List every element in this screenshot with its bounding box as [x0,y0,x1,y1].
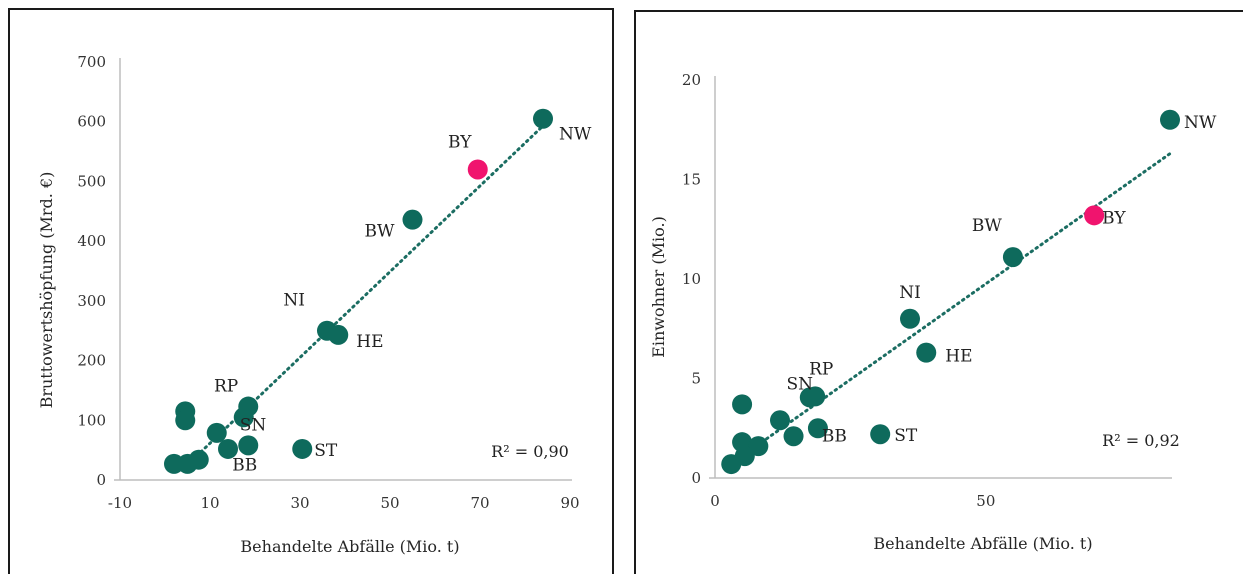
data-point-bb [807,418,828,439]
point-label-by: BY [1102,208,1126,228]
data-point-ni [900,308,920,329]
y-tick-label: 200 [77,352,106,370]
data-point-bw [402,209,423,230]
point-label-sn: SN [787,374,814,394]
data-point [164,453,184,474]
y-tick-label: 15 [682,171,701,189]
point-label-ni: NI [899,283,921,303]
scatter-chart-gva: 0 100 200 300 400 500 600 700 -10 10 30 50 70 90 Behan… [37,53,592,556]
x-tick-label: 70 [470,494,489,512]
chart-panel-gva: 0 100 200 300 400 500 600 700 -10 10 30 50 70 90 Behan… [8,8,614,574]
data-point-sn [799,387,820,408]
y-axis-title: Einwohner (Mio.) [649,216,668,358]
x-tick-label: 50 [380,494,399,512]
point-label-bw: BW [365,222,395,242]
data-point [770,410,790,431]
point-label-rp: RP [214,377,238,397]
data-point-bb [238,435,259,456]
data-point-by [467,159,488,180]
data-point [732,394,753,415]
x-axis-title: Behandelte Abfälle (Mio. t) [873,534,1092,553]
data-point [175,410,196,431]
x-axis-title: Behandelte Abfälle (Mio. t) [240,537,459,556]
data-point-sn [233,407,254,428]
y-tick-label: 500 [77,172,106,190]
y-tick-label: 400 [77,232,106,250]
x-tick-label: 0 [710,492,720,510]
y-tick-label: 600 [77,113,106,131]
data-point [783,426,804,447]
y-tick-label: 300 [77,292,106,310]
point-label-bb: BB [822,426,847,446]
data-point-he [916,342,937,363]
point-label-st: ST [894,426,918,446]
data-point-nw [1160,109,1180,130]
point-label-nw: NW [559,125,592,145]
x-tick-label: -10 [108,494,132,512]
data-point-st [292,438,313,459]
x-tick-label: 50 [976,492,995,510]
point-label-ni: NI [283,291,305,311]
y-tick-label: 100 [77,411,106,429]
data-point-he [328,324,349,345]
point-label-bb: BB [232,455,257,475]
y-tick-label: 20 [682,71,701,89]
y-tick-label: 10 [682,270,701,288]
y-tick-label: 5 [691,370,701,388]
point-label-by: BY [448,132,472,152]
data-point-nw [533,108,553,129]
chart-panel-population: 0 5 10 15 20 0 50 Behandelte Abfälle (Mio. t) Ei… [634,10,1243,574]
point-label-rp: RP [809,359,833,379]
y-tick-label: 0 [96,471,106,489]
y-tick-label: 0 [691,469,701,487]
data-point-st [870,424,891,445]
scatter-chart-population: 0 5 10 15 20 0 50 Behandelte Abfälle (Mio. t) Ei… [649,71,1217,553]
point-label-nw: NW [1184,113,1217,133]
data-point-by [1084,205,1105,226]
data-point [218,438,238,459]
y-axis-title: Bruttowertshöpfung (Mrd. €) [37,172,56,409]
point-label-sn: SN [240,415,267,435]
trendline [740,152,1172,458]
point-label-he: HE [356,332,383,352]
point-label-bw: BW [972,216,1002,236]
point-label-he: HE [945,347,972,367]
x-tick-label: 90 [560,494,579,512]
x-tick-label: 10 [200,494,219,512]
r-squared-annotation: R² = 0,90 [491,442,569,461]
data-point [206,422,227,443]
y-tick-label: 700 [77,53,106,71]
x-tick-label: 30 [290,494,309,512]
data-point [721,454,742,475]
point-label-st: ST [314,441,338,461]
r-squared-annotation: R² = 0,92 [1102,431,1180,450]
data-point-bw [1002,247,1023,268]
